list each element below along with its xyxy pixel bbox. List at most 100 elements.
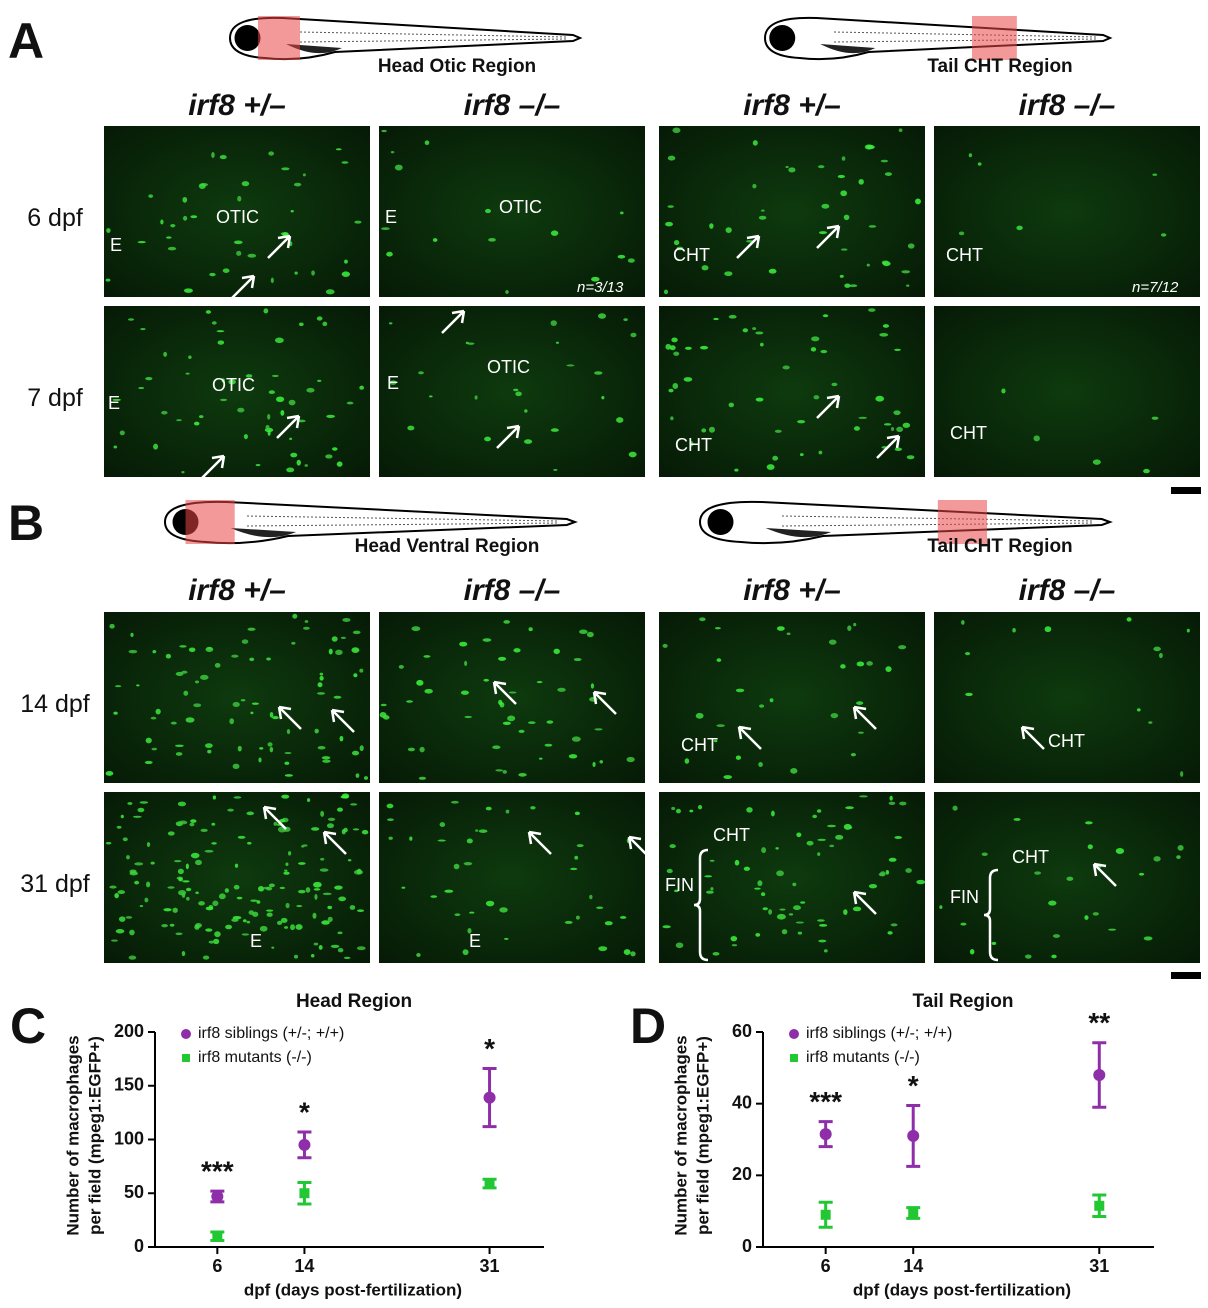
cell-signal: [1115, 848, 1125, 854]
cell-signal: [776, 870, 784, 877]
image-label: E: [250, 931, 262, 951]
cell-signal: [247, 841, 252, 845]
cell-signal: [786, 632, 791, 636]
cell-signal: [160, 219, 164, 225]
cell-signal: [144, 760, 153, 765]
cell-signal: [709, 859, 715, 862]
cell-signal: [325, 454, 333, 459]
cell-signal: [672, 127, 681, 133]
cell-signal: [325, 289, 335, 295]
cell-signal: [571, 736, 581, 742]
cell-signal: [401, 886, 406, 889]
cell-signal: [355, 773, 360, 778]
cell-signal: [188, 647, 196, 653]
cell-signal: [508, 691, 517, 694]
cell-signal: [298, 322, 304, 327]
y-tick-label: 100: [114, 1128, 144, 1148]
cell-signal: [544, 743, 553, 747]
cell-signal: [167, 246, 177, 251]
cell-signal: [349, 905, 356, 910]
cell-signal: [575, 915, 580, 920]
cell-signal: [891, 426, 895, 432]
cell-signal: [327, 916, 333, 922]
cell-signal: [894, 348, 901, 351]
x-tick-label: 6: [212, 1256, 222, 1276]
cell-signal: [198, 415, 204, 419]
cell-signal: [277, 920, 283, 926]
cell-signal: [284, 926, 289, 929]
cell-signal: [762, 907, 768, 911]
cell-signal: [550, 320, 557, 327]
image-label: E: [387, 373, 399, 393]
y-tick-label: 20: [732, 1164, 752, 1184]
x-tick-label: 14: [294, 1256, 314, 1276]
cell-signal: [813, 395, 820, 400]
cell-signal: [594, 728, 603, 731]
cell-signal: [716, 658, 722, 662]
cell-signal: [188, 355, 192, 359]
cell-signal: [170, 223, 176, 228]
cell-signal: [136, 684, 140, 687]
legend-label: irf8 mutants (-/-): [198, 1049, 312, 1066]
region-caption: Head Ventral Region: [355, 536, 540, 557]
cell-signal: [464, 715, 472, 719]
cell-signal: [302, 844, 308, 847]
cell-signal: [145, 881, 151, 888]
cell-signal: [725, 227, 732, 233]
cell-signal: [1143, 936, 1153, 941]
cell-signal: [167, 886, 175, 889]
cell-signal: [195, 891, 199, 895]
cell-signal: [242, 919, 247, 923]
cell-signal: [283, 871, 290, 875]
cell-signal: [530, 806, 536, 810]
cell-signal: [151, 747, 158, 751]
cell-signal: [1151, 416, 1159, 420]
cell-signal: [227, 808, 234, 812]
cell-signal: [148, 194, 154, 198]
cell-signal: [332, 447, 338, 451]
arrow: [627, 835, 652, 860]
cell-signal: [114, 893, 119, 899]
cell-signal: [290, 209, 294, 213]
cell-signal: [889, 795, 893, 801]
cell-signal: [1153, 646, 1161, 652]
cell-signal: [772, 455, 779, 461]
cell-signal: [776, 626, 785, 631]
cell-signal: [1153, 856, 1161, 862]
cell-signal: [831, 382, 838, 387]
cell-signal: [474, 395, 478, 400]
cell-signal: [416, 952, 421, 957]
cell-signal: [274, 337, 284, 344]
image-label: OTIC: [499, 197, 542, 217]
cell-signal: [662, 643, 668, 648]
cell-signal: [674, 889, 679, 893]
cell-signal: [708, 426, 715, 433]
cell-signal: [176, 419, 182, 422]
cell-signal: [237, 195, 242, 202]
cell-signal: [118, 916, 126, 922]
cell-signal: [1066, 876, 1074, 881]
y-tick-label: 150: [114, 1075, 144, 1095]
cell-signal: [381, 129, 387, 133]
cell-signal: [964, 651, 971, 656]
cell-signal: [163, 908, 172, 912]
cell-signal: [292, 613, 298, 619]
cell-signal: [167, 831, 175, 836]
cell-signal: [1177, 844, 1184, 851]
arrow: [277, 705, 302, 730]
cell-signal: [689, 440, 694, 447]
cell-signal: [712, 951, 720, 956]
legend-label: irf8 siblings (+/-; +/+): [198, 1025, 344, 1042]
cell-signal: [906, 284, 910, 287]
cell-signal: [105, 278, 111, 282]
region-caption: Tail CHT Region: [927, 56, 1072, 77]
cell-signal: [247, 253, 257, 258]
cell-signal: [208, 940, 215, 944]
column-header: irf8 +/–: [743, 574, 841, 607]
scale-bar: [1171, 972, 1201, 979]
arrow: [267, 234, 292, 259]
cell-signal: [225, 924, 233, 930]
cell-signal: [386, 803, 394, 809]
cell-signal: [296, 905, 303, 908]
cell-signal: [684, 346, 692, 350]
